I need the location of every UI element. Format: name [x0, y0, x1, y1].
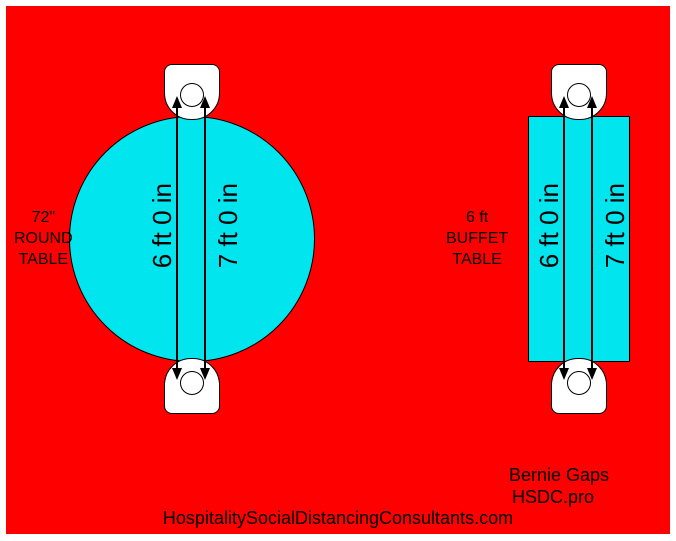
label-line: TABLE [19, 251, 69, 268]
round-table-label: 72" ROUND TABLE [14, 208, 73, 270]
label-line: 72" [32, 209, 55, 226]
dimension-arrow-outer [195, 96, 215, 380]
round-table [69, 116, 315, 362]
dimension-label-inner: 6 ft 0 in [147, 183, 178, 268]
buffet-table-label: 6 ft BUFFET TABLE [446, 208, 508, 270]
label-line: 6 ft [466, 209, 488, 226]
credit-line: HSDC.pro [12, 487, 664, 509]
credit-line: HospitalitySocialDistancingConsultants.c… [12, 508, 664, 530]
label-line: ROUND [14, 230, 73, 247]
dimension-label-outer: 7 ft 0 in [213, 183, 244, 268]
credit-line: Bernie Gaps [12, 465, 664, 487]
label-line: BUFFET [446, 230, 508, 247]
label-line: TABLE [452, 251, 502, 268]
dimension-arrow-outer [582, 96, 602, 380]
diagram-stage: 6 ft 0 in 7 ft 0 in 72" ROUND TABLE 6 ft… [6, 6, 670, 534]
diagram-canvas: 6 ft 0 in 7 ft 0 in 72" ROUND TABLE 6 ft… [0, 0, 676, 541]
dimension-label-inner: 6 ft 0 in [534, 183, 565, 268]
dimension-label-outer: 7 ft 0 in [600, 183, 631, 268]
credit-block: Bernie Gaps HSDC.pro HospitalitySocialDi… [12, 465, 664, 530]
